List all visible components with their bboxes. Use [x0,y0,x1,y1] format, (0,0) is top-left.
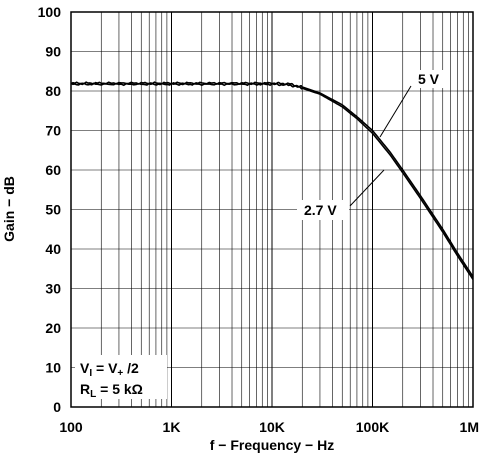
y-tick-label: 0 [53,399,61,415]
y-tick-label: 100 [38,4,62,20]
y-tick-label: 70 [45,123,61,139]
annotation-5v: 5 V [418,71,440,87]
y-tick-label: 50 [45,202,61,218]
tick-labels: 0 10 20 30 40 50 60 70 80 90 100 100 1K 10K 100K 1M [38,4,479,435]
y-tick-label: 10 [45,360,61,376]
x-tick-label: 1M [460,419,479,435]
annotation-leader-5v [379,85,412,138]
x-tick-label: 1K [163,419,181,435]
y-tick-label: 80 [45,83,61,99]
annotation-2-7v: 2.7 V [304,202,337,218]
conditions-box [75,355,167,399]
annotation-leader-2-7v [349,169,385,207]
series-lines [70,81,474,280]
condition-rl: RL = 5 kΩ [80,381,143,400]
x-tick-label: 100 [59,419,83,435]
y-tick-label: 20 [45,320,61,336]
series-line-2-7v [70,82,474,280]
x-tick-label: 10K [259,419,285,435]
x-tick-label: 100K [356,419,389,435]
test-conditions: VI = V+ /2 RL = 5 kΩ [75,355,167,400]
plot-frame [70,11,474,408]
annotation-box-2-7v [297,200,349,220]
series-annotations: 5 V 2.7 V [297,70,446,220]
condition-vi: VI = V+ /2 [80,360,139,379]
y-axis-title: Gain − dB [1,176,17,242]
y-tick-label: 40 [45,241,61,257]
y-tick-label: 60 [45,162,61,178]
y-tick-label: 30 [45,281,61,297]
annotation-box-5v [412,70,446,88]
x-axis-title: f − Frequency − Hz [210,437,334,453]
y-tick-label: 90 [45,44,61,60]
